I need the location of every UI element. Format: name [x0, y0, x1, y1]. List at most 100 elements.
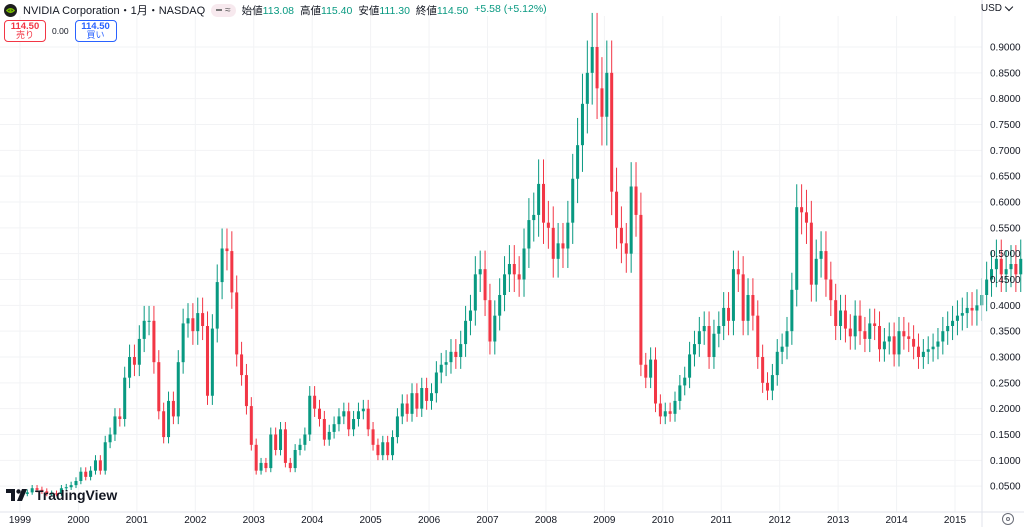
- candle-body: [819, 251, 823, 259]
- candle-body: [590, 47, 594, 73]
- candle-body: [118, 416, 122, 419]
- candle-body: [931, 346, 935, 350]
- chevron-down-icon: [1004, 2, 1014, 12]
- candle-body: [128, 357, 132, 378]
- candle-body: [785, 331, 789, 347]
- candle-body: [55, 493, 59, 495]
- candle-body: [410, 393, 414, 414]
- candle-body: [761, 357, 765, 383]
- x-tick-label: 2005: [360, 515, 383, 526]
- candle-body: [566, 222, 570, 249]
- candle-body: [941, 331, 945, 342]
- candle-body: [240, 354, 244, 376]
- candle-body: [912, 338, 916, 347]
- candle-body: [429, 393, 434, 401]
- candle-body: [615, 191, 619, 228]
- candle-body: [50, 493, 54, 495]
- candle-body: [313, 395, 317, 409]
- candle-body: [766, 382, 770, 391]
- candle-body: [483, 269, 487, 301]
- candle-body: [473, 274, 477, 311]
- candle-body: [366, 408, 370, 430]
- candle-body: [882, 341, 886, 350]
- buy-button[interactable]: 114.50 買い: [74, 20, 117, 42]
- candle-body: [707, 326, 711, 357]
- candle-body: [464, 320, 468, 345]
- candle-body: [702, 326, 706, 332]
- y-tick-label: 0.3500: [990, 327, 1021, 338]
- candle-body: [727, 307, 731, 321]
- low-value: 111.30: [379, 4, 410, 17]
- candle-body: [488, 300, 492, 342]
- sell-button[interactable]: 114.50 売り: [4, 20, 46, 42]
- y-tick-label: 0.2500: [990, 378, 1021, 389]
- close-value: 114.50: [436, 4, 469, 17]
- candle-body: [220, 248, 224, 283]
- candle-body: [532, 214, 536, 221]
- high-label: 高値: [300, 4, 322, 17]
- x-tick-label: 2008: [535, 515, 558, 526]
- candle-body: [571, 178, 575, 223]
- candle-body: [279, 429, 283, 450]
- candle-body: [868, 323, 872, 339]
- y-tick-label: 0.3000: [990, 353, 1021, 364]
- candle-body: [176, 362, 180, 417]
- tradingview-logo: TradingView: [6, 487, 117, 503]
- close-label: 終値: [415, 4, 437, 17]
- candle-body: [420, 388, 424, 409]
- candle-body: [907, 336, 911, 339]
- candle-body: [493, 315, 497, 342]
- candle-body: [123, 377, 127, 419]
- y-tick-label: 0.8500: [990, 68, 1021, 79]
- candle-body: [186, 318, 190, 324]
- settings-gear-icon[interactable]: [1002, 513, 1014, 525]
- candle-body: [103, 442, 107, 471]
- candle-body: [848, 328, 852, 337]
- candle-body: [990, 269, 994, 280]
- candle-body: [210, 328, 214, 396]
- buy-label: 買い: [86, 30, 105, 40]
- x-tick-label: 2002: [184, 515, 207, 526]
- candle-body: [498, 295, 502, 316]
- spread-value: 0.00: [52, 26, 69, 36]
- candle-body: [93, 460, 97, 471]
- candle-body: [795, 207, 799, 290]
- candle-body: [254, 444, 258, 471]
- candle-body: [205, 326, 209, 396]
- candle-body: [770, 375, 774, 391]
- candle-body: [215, 282, 219, 329]
- candle-body: [391, 437, 395, 456]
- x-tick-label: 2014: [885, 515, 908, 526]
- y-tick-label: 0.8000: [990, 94, 1021, 105]
- candle-body: [951, 320, 955, 326]
- candle-body: [244, 375, 248, 407]
- candle-body: [342, 411, 346, 417]
- candle-body: [683, 377, 687, 386]
- open-value: 113.08: [262, 4, 295, 17]
- x-tick-label: 2000: [67, 515, 90, 526]
- candle-body: [395, 416, 399, 438]
- symbol-title[interactable]: NVIDIA Corporation・1月・NASDAQ: [23, 5, 206, 17]
- candle-body: [444, 362, 448, 365]
- candle-body: [152, 320, 156, 363]
- candle-body: [527, 220, 531, 249]
- candle-body: [634, 186, 638, 215]
- candle-body: [843, 310, 847, 329]
- currency-selector[interactable]: USD: [981, 2, 1014, 14]
- candle-body: [225, 248, 229, 252]
- candle-body: [580, 103, 584, 146]
- candle-body: [678, 385, 682, 401]
- candle-body: [653, 359, 658, 404]
- y-tick-label: 0.9000: [990, 43, 1021, 54]
- candle-body: [624, 243, 628, 254]
- candle-body: [113, 416, 117, 435]
- candle-body: [98, 460, 102, 471]
- candle-body: [722, 307, 726, 326]
- candle-body: [688, 354, 692, 378]
- buy-price: 114.50: [81, 21, 110, 32]
- compare-pill[interactable]: ≈: [211, 3, 236, 17]
- candle-body: [371, 429, 375, 445]
- candle-body: [697, 331, 701, 345]
- candle-body: [459, 344, 463, 357]
- candle-body: [59, 488, 63, 494]
